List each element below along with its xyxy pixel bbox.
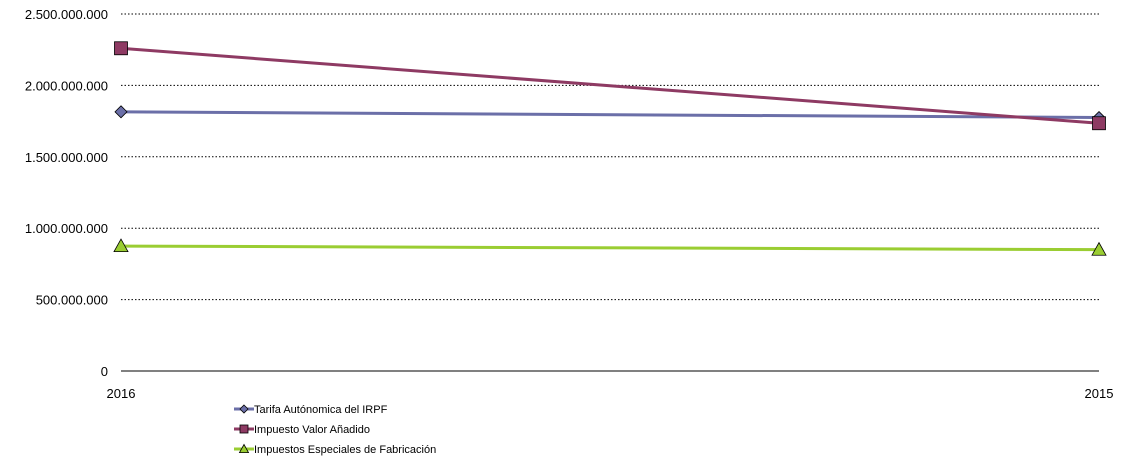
series-0 bbox=[114, 105, 1106, 125]
series-1 bbox=[114, 41, 1106, 131]
y-tick-label: 2.000.000.000 bbox=[25, 78, 108, 93]
legend-label: Impuesto Valor Añadido bbox=[254, 424, 370, 436]
y-tick-label: 1.000.000.000 bbox=[25, 221, 108, 236]
series-line bbox=[120, 110, 1100, 120]
x-tick-label: 2015 bbox=[1085, 386, 1114, 401]
y-tick-label: 500.000.000 bbox=[36, 293, 108, 308]
legend-item: Tarifa Autónomica del IRPF bbox=[234, 404, 388, 416]
legend-swatch-marker bbox=[239, 404, 249, 414]
series-2 bbox=[113, 238, 1107, 256]
data-point-marker bbox=[1091, 241, 1107, 256]
y-tick-label: 1.500.000.000 bbox=[25, 150, 108, 165]
x-axis-tick-labels: 2016 2015 bbox=[107, 386, 1114, 401]
series-line bbox=[120, 244, 1100, 252]
legend-item: Impuestos Especiales de Fabricación bbox=[234, 443, 436, 456]
gridlines bbox=[121, 13, 1099, 372]
legend-label: Tarifa Autónomica del IRPF bbox=[254, 404, 388, 416]
series-line bbox=[120, 46, 1100, 125]
legend-label: Impuestos Especiales de Fabricación bbox=[254, 444, 436, 456]
series-lines bbox=[113, 41, 1107, 256]
y-tick-label: 0 bbox=[101, 364, 108, 379]
x-tick-label: 2016 bbox=[107, 386, 136, 401]
legend-item: Impuesto Valor Añadido bbox=[234, 424, 370, 436]
legend-swatch-marker bbox=[238, 443, 250, 454]
data-point-marker bbox=[113, 238, 129, 253]
data-point-marker bbox=[1092, 116, 1106, 131]
y-axis-tick-labels: 0 500.000.000 1.000.000.000 1.500.000.000 2.… bbox=[25, 7, 108, 379]
data-point-marker bbox=[114, 41, 128, 56]
legend: Tarifa Autónomica del IRPF Impuesto Valor… bbox=[234, 404, 436, 456]
data-point-marker bbox=[114, 105, 128, 119]
y-tick-label: 2.500.000.000 bbox=[25, 7, 108, 22]
legend-swatch-marker bbox=[239, 424, 249, 434]
